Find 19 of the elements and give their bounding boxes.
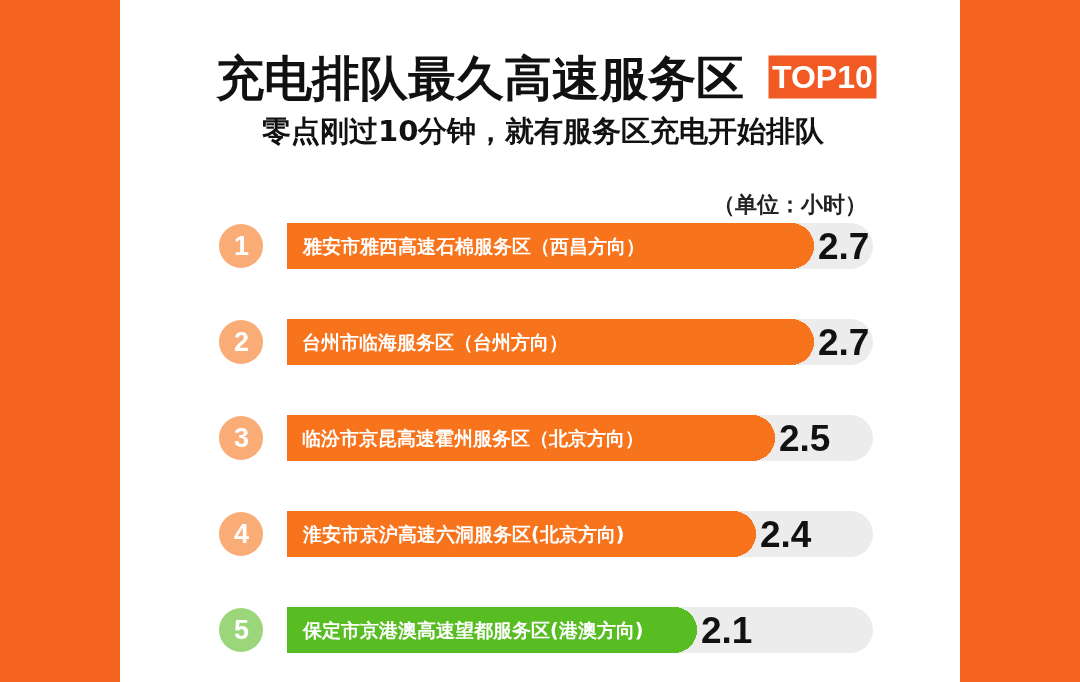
data-label: 2.7	[818, 226, 870, 267]
text: 3	[234, 423, 250, 453]
text: TOP10	[772, 59, 873, 95]
chart-title: 充电排队最久高速服务区	[215, 49, 744, 106]
text: 4	[234, 519, 250, 549]
data-label: 2.7	[818, 322, 870, 363]
y-tick-label: 保定市京港澳高速望都服务区(港澳方向)	[302, 619, 644, 641]
data-label: 2.5	[779, 418, 831, 459]
y-tick-label: 淮安市京沪高速六洞服务区(北京方向)	[302, 523, 625, 545]
y-tick-label: 台州市临海服务区（台州方向）	[302, 331, 568, 353]
data-label: 2.4	[760, 514, 812, 555]
y-tick-label: 雅安市雅西高速石棉服务区（西昌方向）	[302, 235, 645, 257]
text: 5	[234, 615, 250, 645]
text: 2	[234, 327, 250, 357]
chart-subtitle: 零点刚过10分钟，就有服务区充电开始排队	[262, 114, 826, 148]
text: 1	[234, 231, 250, 261]
annotation: （单位：小时）	[713, 192, 867, 217]
data-label: 2.1	[701, 610, 753, 651]
y-tick-label: 临汾市京昆高速霍州服务区（北京方向）	[302, 427, 644, 449]
